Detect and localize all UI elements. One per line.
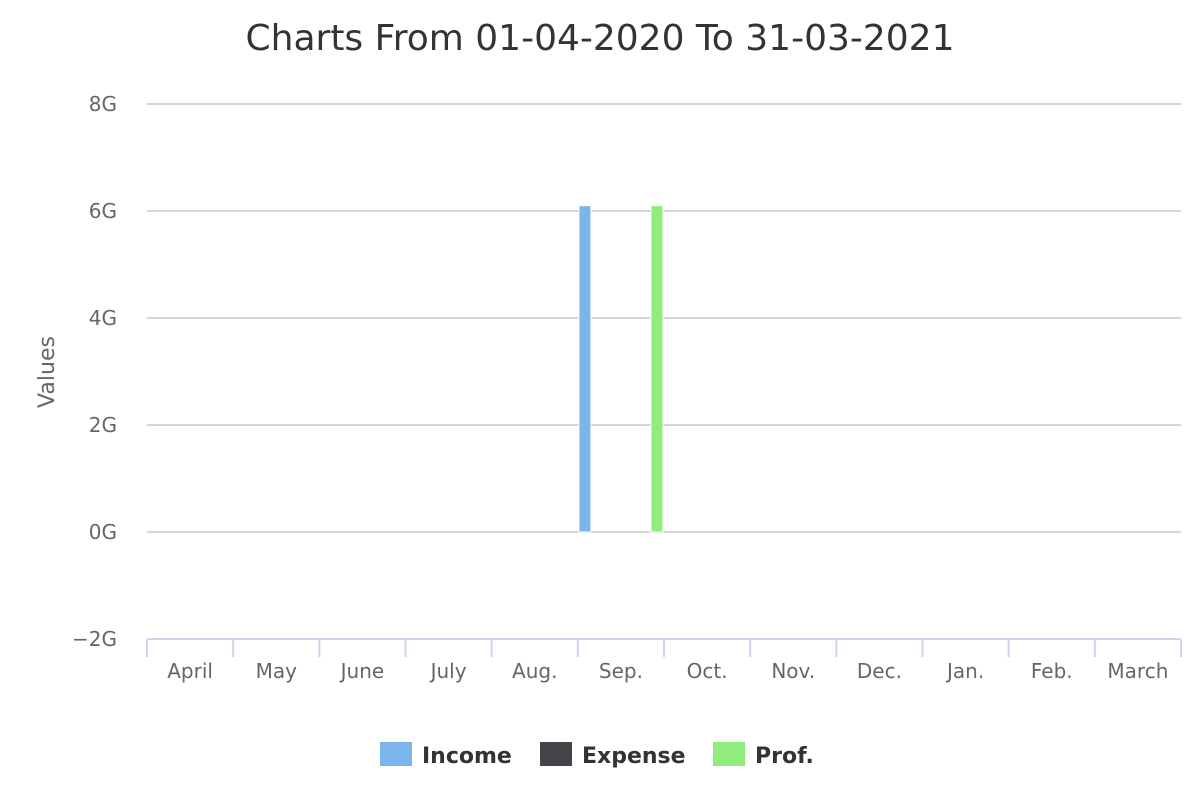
bar [650, 205, 664, 533]
y-tick-label: −2G [72, 627, 117, 651]
x-tick-label: Sep. [599, 659, 643, 683]
x-tick-label: May [256, 659, 298, 683]
y-axis-label: Values [35, 336, 60, 408]
x-tick-label: April [167, 659, 213, 683]
x-tick-label: July [429, 659, 467, 683]
y-tick-label: 2G [89, 413, 117, 437]
y-tick-label: 4G [89, 306, 117, 330]
legend-swatch [380, 742, 412, 766]
x-axis: April May June July Aug. Sep. Oct. Nov. Dec. Jan.… [146, 638, 1182, 683]
x-tick-label: Feb. [1031, 659, 1073, 683]
legend-label: Prof. [755, 744, 814, 769]
y-tick-label: 8G [89, 92, 117, 116]
legend-swatch [713, 742, 745, 766]
x-tick-label: Aug. [512, 659, 557, 683]
x-tick-label: March [1107, 659, 1168, 683]
x-tick-label: Jan. [945, 659, 984, 683]
legend-swatch [540, 742, 572, 766]
legend-label: Expense [582, 744, 686, 769]
legend: Income Expense Prof. [380, 742, 814, 769]
x-tick-label: Nov. [771, 659, 815, 683]
legend-label: Income [422, 744, 512, 769]
y-tick-label: 0G [89, 520, 117, 544]
y-tick-label: 6G [89, 199, 117, 223]
y-axis-ticks: −2G 0G 2G 4G 6G 8G [72, 92, 117, 651]
bar [578, 205, 592, 533]
chart-title: Charts From 01-04-2020 To 31-03-2021 [246, 18, 955, 59]
x-tick-label: Dec. [857, 659, 902, 683]
x-tick-label: Oct. [687, 659, 728, 683]
bars [578, 205, 664, 533]
x-tick-label: June [339, 659, 385, 683]
gridlines [147, 103, 1181, 533]
